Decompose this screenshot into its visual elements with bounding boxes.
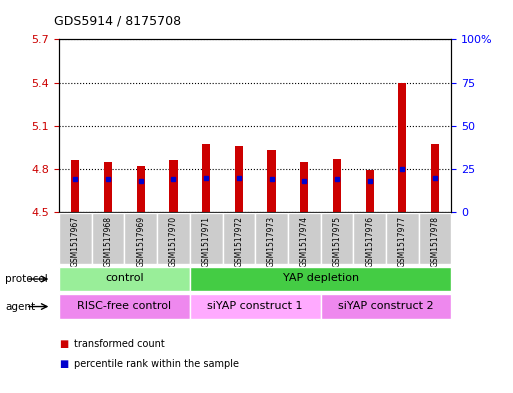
FancyBboxPatch shape (288, 213, 321, 264)
Text: GSM1517973: GSM1517973 (267, 216, 276, 267)
Text: GSM1517971: GSM1517971 (202, 216, 211, 267)
Text: ■: ■ (59, 358, 68, 369)
Bar (104, 162, 112, 212)
Text: transformed count: transformed count (74, 339, 165, 349)
Text: GSM1517972: GSM1517972 (234, 216, 243, 267)
Bar (366, 171, 374, 212)
FancyBboxPatch shape (124, 213, 157, 264)
Bar (398, 83, 406, 212)
FancyBboxPatch shape (255, 213, 288, 264)
Bar (235, 146, 243, 212)
Bar (169, 160, 177, 212)
FancyBboxPatch shape (157, 213, 190, 264)
Text: GSM1517977: GSM1517977 (398, 216, 407, 267)
Text: GSM1517976: GSM1517976 (365, 216, 374, 267)
Bar (333, 159, 341, 212)
FancyBboxPatch shape (321, 213, 353, 264)
FancyBboxPatch shape (92, 213, 124, 264)
Text: GSM1517970: GSM1517970 (169, 216, 178, 267)
FancyBboxPatch shape (190, 294, 321, 319)
Text: GSM1517975: GSM1517975 (332, 216, 342, 267)
Text: GSM1517969: GSM1517969 (136, 216, 145, 267)
Text: control: control (105, 274, 144, 283)
Text: RISC-free control: RISC-free control (77, 301, 171, 311)
Text: siYAP construct 1: siYAP construct 1 (207, 301, 303, 311)
Text: GSM1517967: GSM1517967 (71, 216, 80, 267)
FancyBboxPatch shape (59, 266, 190, 292)
FancyBboxPatch shape (190, 213, 223, 264)
Text: GSM1517974: GSM1517974 (300, 216, 309, 267)
Bar (136, 166, 145, 212)
FancyBboxPatch shape (59, 294, 190, 319)
Bar (71, 160, 80, 212)
FancyBboxPatch shape (223, 213, 255, 264)
Text: agent: agent (5, 301, 35, 312)
FancyBboxPatch shape (419, 213, 451, 264)
Bar (431, 145, 439, 212)
FancyBboxPatch shape (321, 294, 451, 319)
Text: GDS5914 / 8175708: GDS5914 / 8175708 (54, 15, 181, 28)
Text: GSM1517968: GSM1517968 (104, 216, 112, 267)
FancyBboxPatch shape (190, 266, 451, 292)
Text: GSM1517978: GSM1517978 (430, 216, 440, 267)
Text: protocol: protocol (5, 274, 48, 284)
FancyBboxPatch shape (353, 213, 386, 264)
Text: percentile rank within the sample: percentile rank within the sample (74, 358, 240, 369)
FancyBboxPatch shape (386, 213, 419, 264)
Bar (267, 150, 275, 212)
Bar (300, 162, 308, 212)
Text: ■: ■ (59, 339, 68, 349)
Text: siYAP construct 2: siYAP construct 2 (338, 301, 434, 311)
Text: YAP depletion: YAP depletion (283, 274, 359, 283)
FancyBboxPatch shape (59, 213, 92, 264)
Bar (202, 145, 210, 212)
